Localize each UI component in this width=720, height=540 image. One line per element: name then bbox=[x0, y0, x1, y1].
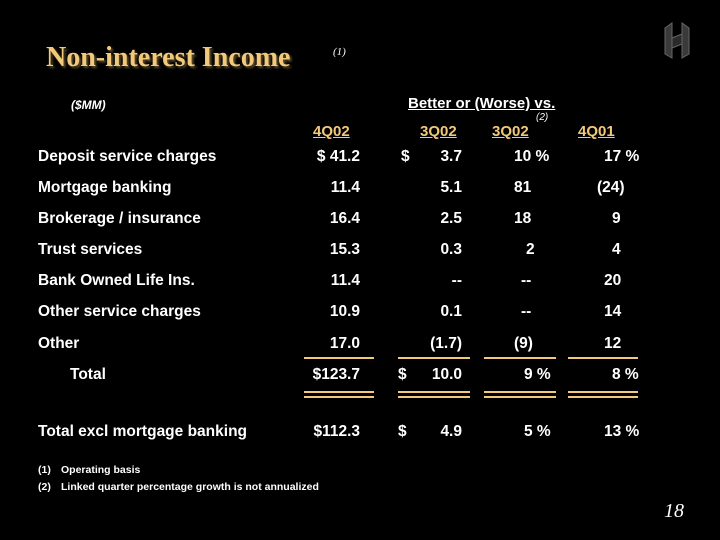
current-value: $123.7 bbox=[312, 366, 360, 383]
prior-year-percent: 14 bbox=[604, 303, 622, 320]
footnote-text: Linked quarter percentage growth is not … bbox=[61, 481, 319, 493]
current-value: 11.4 bbox=[330, 272, 360, 289]
row-label: Other service charges bbox=[38, 303, 201, 320]
column-header-prior-quarter-dollar: 3Q02 bbox=[420, 123, 457, 140]
row-label: Bank Owned Life Ins. bbox=[38, 272, 195, 289]
prior-year-percent: 13 % bbox=[604, 423, 640, 440]
column-footnote-marker: (2) bbox=[536, 112, 549, 123]
page-number: 18 bbox=[664, 500, 684, 522]
prior-quarter-percent: 18 bbox=[514, 210, 532, 227]
prior-quarter-percent: -- bbox=[521, 272, 532, 289]
total-double-rule bbox=[398, 396, 470, 398]
total-double-rule bbox=[568, 396, 638, 398]
subtotal-rule bbox=[568, 357, 638, 359]
prior-year-percent: 12 bbox=[604, 335, 622, 352]
row-label: Total bbox=[70, 366, 106, 383]
total-double-rule bbox=[304, 396, 374, 398]
currency-sign: $ bbox=[398, 366, 407, 383]
prior-year-percent: 20 bbox=[604, 272, 622, 289]
prior-quarter-change: 5.1 bbox=[440, 179, 462, 196]
prior-quarter-percent: 10 % bbox=[514, 148, 550, 165]
total-double-rule bbox=[484, 396, 556, 398]
subtotal-rule bbox=[398, 357, 470, 359]
column-header-prior-quarter-percent: 3Q02 bbox=[492, 123, 529, 140]
current-value: 16.4 bbox=[329, 210, 360, 227]
total-double-rule bbox=[568, 391, 638, 393]
current-value: $112.3 bbox=[313, 423, 360, 440]
company-logo-icon bbox=[664, 22, 690, 59]
prior-quarter-percent: 2 bbox=[526, 241, 535, 258]
prior-quarter-percent: (9) bbox=[514, 335, 533, 352]
current-value: 17.0 bbox=[329, 335, 360, 352]
current-value: 15.3 bbox=[329, 241, 360, 258]
row-label: Other bbox=[38, 335, 80, 352]
prior-year-percent: (24) bbox=[597, 179, 625, 196]
total-double-rule bbox=[304, 391, 374, 393]
row-label: Deposit service charges bbox=[38, 148, 217, 165]
current-value: 11.4 bbox=[330, 179, 360, 196]
prior-quarter-change: 0.1 bbox=[440, 303, 462, 320]
column-header-current: 4Q02 bbox=[313, 123, 350, 140]
footnote: (1) Operating basis bbox=[38, 464, 140, 476]
currency-sign: $ bbox=[401, 148, 410, 165]
prior-quarter-change: 4.9 bbox=[440, 423, 462, 440]
prior-quarter-change: 0.3 bbox=[440, 241, 462, 258]
row-label: Mortgage banking bbox=[38, 179, 172, 196]
total-double-rule bbox=[398, 391, 470, 393]
prior-quarter-percent: -- bbox=[521, 303, 532, 320]
current-value: $ 41.2 bbox=[316, 148, 360, 165]
slide-title: Non-interest Income bbox=[46, 42, 291, 73]
prior-year-percent: 17 % bbox=[604, 148, 640, 165]
footnote-number: (1) bbox=[38, 464, 51, 476]
comparison-header: Better or (Worse) vs. bbox=[408, 95, 556, 112]
row-label: Brokerage / insurance bbox=[38, 210, 201, 227]
prior-quarter-change: 10.0 bbox=[431, 366, 462, 383]
subtotal-rule bbox=[304, 357, 374, 359]
title-footnote-marker: (1) bbox=[333, 46, 346, 58]
column-header-prior-year: 4Q01 bbox=[578, 123, 615, 140]
prior-year-percent: 9 bbox=[612, 210, 621, 227]
prior-year-percent: 8 % bbox=[612, 366, 639, 383]
prior-quarter-change: -- bbox=[451, 272, 462, 289]
total-double-rule bbox=[484, 391, 556, 393]
prior-quarter-change: 2.5 bbox=[440, 210, 462, 227]
prior-year-percent: 4 bbox=[612, 241, 621, 258]
footnote-text: Operating basis bbox=[61, 464, 141, 476]
prior-quarter-percent: 81 bbox=[514, 179, 532, 196]
prior-quarter-percent: 5 % bbox=[524, 423, 551, 440]
prior-quarter-change: (1.7) bbox=[430, 335, 462, 352]
subtotal-rule bbox=[484, 357, 556, 359]
prior-quarter-percent: 9 % bbox=[524, 366, 551, 383]
row-label: Total excl mortgage banking bbox=[38, 423, 248, 440]
currency-sign: $ bbox=[398, 423, 407, 440]
footnote-number: (2) bbox=[38, 481, 51, 493]
current-value: 10.9 bbox=[329, 303, 360, 320]
prior-quarter-change: 3.7 bbox=[440, 148, 462, 165]
row-label: Trust services bbox=[38, 241, 143, 258]
footnote: (2) Linked quarter percentage growth is n… bbox=[38, 481, 319, 493]
units-label: ($MM) bbox=[71, 98, 106, 112]
